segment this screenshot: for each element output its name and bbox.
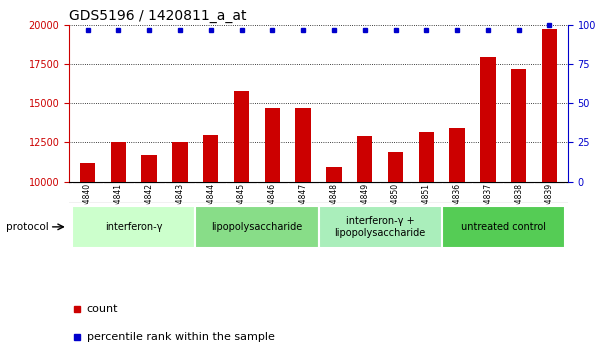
Bar: [264, 108, 280, 182]
Bar: [234, 91, 249, 182]
Text: GSM1304845: GSM1304845: [237, 183, 246, 234]
Text: GSM1304846: GSM1304846: [268, 183, 277, 234]
Text: GSM1304838: GSM1304838: [514, 183, 523, 233]
Bar: [480, 57, 496, 182]
FancyBboxPatch shape: [72, 205, 195, 248]
Bar: [80, 163, 96, 182]
Text: interferon-γ: interferon-γ: [105, 222, 162, 232]
Text: GSM1304848: GSM1304848: [329, 183, 338, 233]
Text: percentile rank within the sample: percentile rank within the sample: [87, 333, 275, 342]
Bar: [542, 29, 557, 182]
Text: lipopolysaccharide: lipopolysaccharide: [212, 222, 302, 232]
Bar: [388, 152, 403, 182]
Text: GSM1304843: GSM1304843: [175, 183, 185, 234]
Bar: [296, 108, 311, 182]
Bar: [511, 69, 526, 182]
Text: GSM1304836: GSM1304836: [453, 183, 462, 234]
Text: GSM1304851: GSM1304851: [422, 183, 431, 233]
Bar: [203, 135, 218, 182]
Bar: [357, 136, 373, 182]
FancyBboxPatch shape: [319, 205, 442, 248]
Bar: [172, 142, 188, 182]
Bar: [111, 142, 126, 182]
FancyBboxPatch shape: [442, 205, 565, 248]
Text: interferon-γ +
lipopolysaccharide: interferon-γ + lipopolysaccharide: [335, 216, 426, 238]
Text: GSM1304837: GSM1304837: [483, 183, 492, 234]
FancyBboxPatch shape: [195, 205, 319, 248]
Text: GSM1304841: GSM1304841: [114, 183, 123, 233]
Text: GSM1304849: GSM1304849: [360, 183, 369, 234]
Text: count: count: [87, 304, 118, 314]
Text: GDS5196 / 1420811_a_at: GDS5196 / 1420811_a_at: [69, 9, 246, 23]
Bar: [450, 129, 465, 182]
Bar: [141, 155, 157, 182]
Text: protocol: protocol: [5, 222, 48, 232]
Text: GSM1304842: GSM1304842: [145, 183, 154, 233]
Bar: [326, 167, 341, 182]
Text: GSM1304840: GSM1304840: [83, 183, 92, 234]
Text: GSM1304850: GSM1304850: [391, 183, 400, 234]
Text: GSM1304839: GSM1304839: [545, 183, 554, 234]
Text: GSM1304847: GSM1304847: [299, 183, 308, 234]
Text: untreated control: untreated control: [461, 222, 546, 232]
Text: GSM1304844: GSM1304844: [206, 183, 215, 234]
Bar: [419, 131, 434, 182]
